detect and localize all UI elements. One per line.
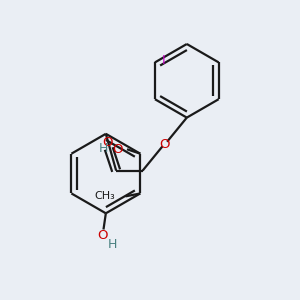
Text: O: O [98, 229, 108, 242]
Text: O: O [112, 143, 123, 156]
Text: O: O [160, 138, 170, 151]
Text: CH₃: CH₃ [94, 191, 115, 201]
Text: I: I [161, 54, 165, 68]
Text: H: H [98, 142, 108, 155]
Text: H: H [107, 238, 117, 251]
Text: O: O [103, 136, 113, 148]
